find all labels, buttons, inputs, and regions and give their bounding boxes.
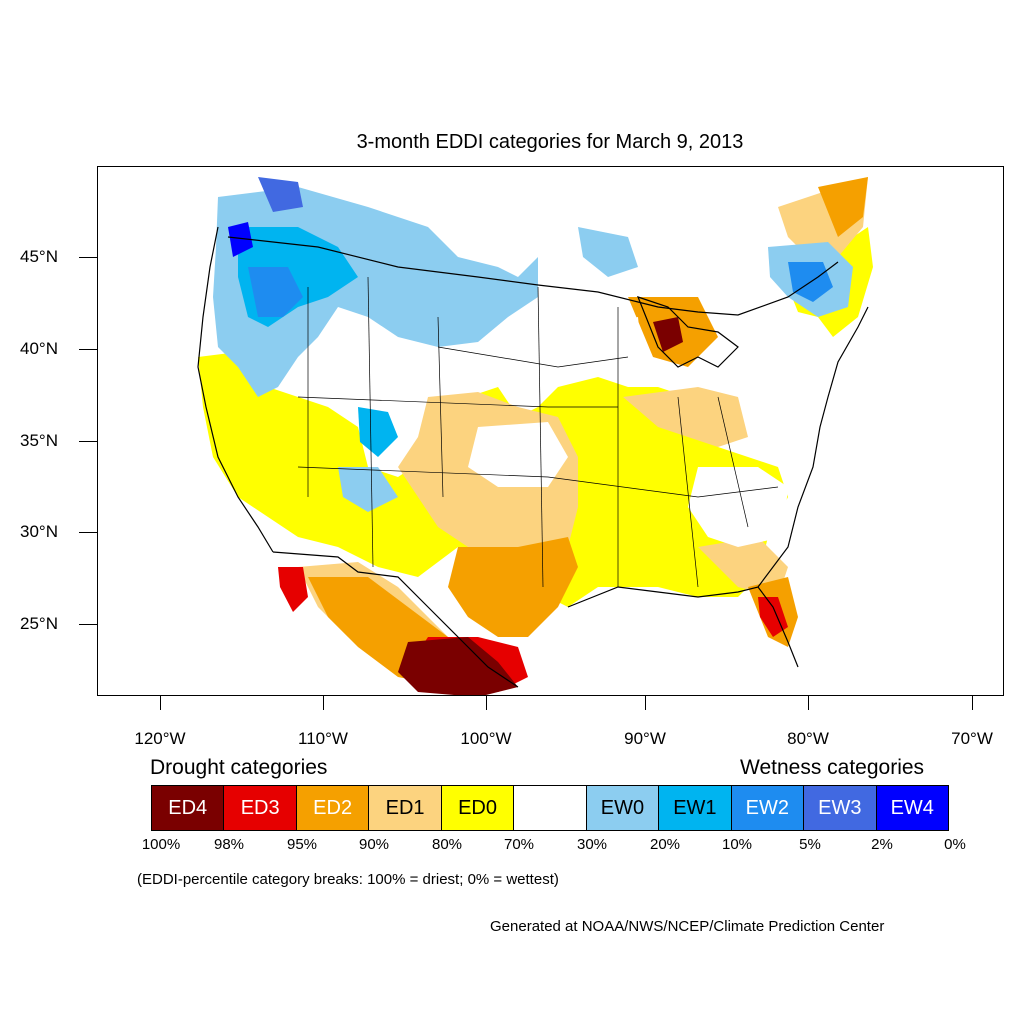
state-line-6 bbox=[297, 396, 618, 408]
lon-tick-70 bbox=[972, 696, 973, 710]
ew0-area-rockies bbox=[338, 467, 398, 512]
legend-box-ed1: ED1 bbox=[369, 786, 442, 830]
lon-tick-110 bbox=[323, 696, 324, 710]
coastline-west bbox=[197, 226, 274, 553]
ed2-area-texas bbox=[448, 537, 578, 637]
coastline-gulf-east bbox=[567, 306, 869, 668]
drought-heading: Drought categories bbox=[150, 756, 328, 779]
lat-label-25: 25°N bbox=[20, 614, 58, 633]
legend-box-ew1: EW1 bbox=[659, 786, 732, 830]
lat-label-40: 40°N bbox=[20, 339, 58, 358]
legend-box-ed2: ED2 bbox=[296, 786, 370, 830]
lon-tick-80 bbox=[808, 696, 809, 710]
map-panel bbox=[97, 166, 1004, 696]
legend-box-ed4: ED4 bbox=[152, 786, 225, 830]
pct-label-90: 90% bbox=[358, 836, 390, 853]
category-legend: ED4 ED3 ED2 ED1 ED0 EW0 EW1 EW2 EW3 EW4 bbox=[151, 785, 949, 831]
ed1-area-midwest bbox=[623, 387, 748, 447]
ed4-area-mexico bbox=[398, 637, 518, 695]
pct-label-20: 20% bbox=[649, 836, 681, 853]
lat-label-30: 30°N bbox=[20, 522, 58, 541]
category-note: (EDDI-percentile category breaks: 100% =… bbox=[137, 871, 559, 888]
state-line-9 bbox=[677, 396, 699, 588]
pct-label-100: 100% bbox=[141, 836, 181, 853]
white-area-southeast bbox=[688, 467, 788, 547]
lon-label-90: 90°W bbox=[624, 729, 666, 748]
state-line-4 bbox=[537, 286, 544, 588]
lat-label-35: 35°N bbox=[20, 431, 58, 450]
state-line-2 bbox=[367, 276, 374, 568]
pct-label-0: 0% bbox=[944, 836, 966, 853]
ew2-area-northwest bbox=[248, 267, 303, 317]
ew0-area-ontario bbox=[578, 227, 638, 277]
lat-tick-35 bbox=[79, 441, 97, 442]
lat-tick-45 bbox=[79, 257, 97, 258]
lon-tick-100 bbox=[486, 696, 487, 710]
us-canada-border bbox=[227, 236, 839, 316]
legend-box-ed0: ED0 bbox=[441, 786, 515, 830]
us-mexico-border bbox=[272, 551, 519, 688]
lon-label-120: 120°W bbox=[134, 729, 186, 748]
state-line-8 bbox=[437, 346, 629, 368]
lon-label-100: 100°W bbox=[460, 729, 512, 748]
lat-tick-25 bbox=[79, 624, 97, 625]
lat-label-45: 45°N bbox=[20, 247, 58, 266]
lon-label-70: 70°W bbox=[951, 729, 993, 748]
ew4-area-washington bbox=[228, 222, 253, 257]
eddi-map bbox=[193, 177, 888, 695]
lon-tick-120 bbox=[160, 696, 161, 710]
pct-label-30: 30% bbox=[576, 836, 608, 853]
ed4-area-michigan bbox=[653, 317, 683, 352]
legend-box-ew4: EW4 bbox=[876, 786, 948, 830]
state-line-10 bbox=[717, 396, 749, 528]
great-lakes-outline bbox=[636, 296, 739, 368]
pct-label-5: 5% bbox=[799, 836, 821, 853]
lat-tick-40 bbox=[79, 349, 97, 350]
pct-label-10: 10% bbox=[721, 836, 753, 853]
map-title: 3-month EDDI categories for March 9, 201… bbox=[356, 131, 744, 153]
ew3-area-northwest bbox=[258, 177, 303, 212]
legend-box-ew2: EW2 bbox=[731, 786, 805, 830]
state-line-7 bbox=[297, 466, 779, 498]
legend-box-ew0: EW0 bbox=[586, 786, 660, 830]
ed2-area-maine bbox=[818, 177, 868, 237]
white-area-great-lakes bbox=[588, 317, 643, 382]
lon-tick-90 bbox=[645, 696, 646, 710]
legend-box-neutral bbox=[514, 786, 587, 830]
white-area-northeast bbox=[748, 382, 818, 447]
pct-label-80: 80% bbox=[431, 836, 463, 853]
boundaries bbox=[197, 226, 869, 688]
credit-line: Generated at NOAA/NWS/NCEP/Climate Predi… bbox=[490, 918, 885, 935]
ed3-area-florida bbox=[758, 597, 788, 637]
lon-label-80: 80°W bbox=[787, 729, 829, 748]
pct-label-70: 70% bbox=[503, 836, 535, 853]
lon-label-110: 110°W bbox=[298, 729, 348, 748]
ew1-area-rockies bbox=[358, 407, 398, 457]
pct-label-2: 2% bbox=[871, 836, 893, 853]
legend-box-ed3: ED3 bbox=[224, 786, 297, 830]
ed3-area-baja bbox=[278, 567, 308, 612]
legend-box-ew3: EW3 bbox=[804, 786, 877, 830]
lat-tick-30 bbox=[79, 532, 97, 533]
pct-label-98: 98% bbox=[213, 836, 245, 853]
wetness-heading: Wetness categories bbox=[740, 756, 925, 779]
pct-label-95: 95% bbox=[286, 836, 318, 853]
white-area-central bbox=[468, 422, 568, 487]
ed1-area-southeast bbox=[698, 537, 788, 597]
